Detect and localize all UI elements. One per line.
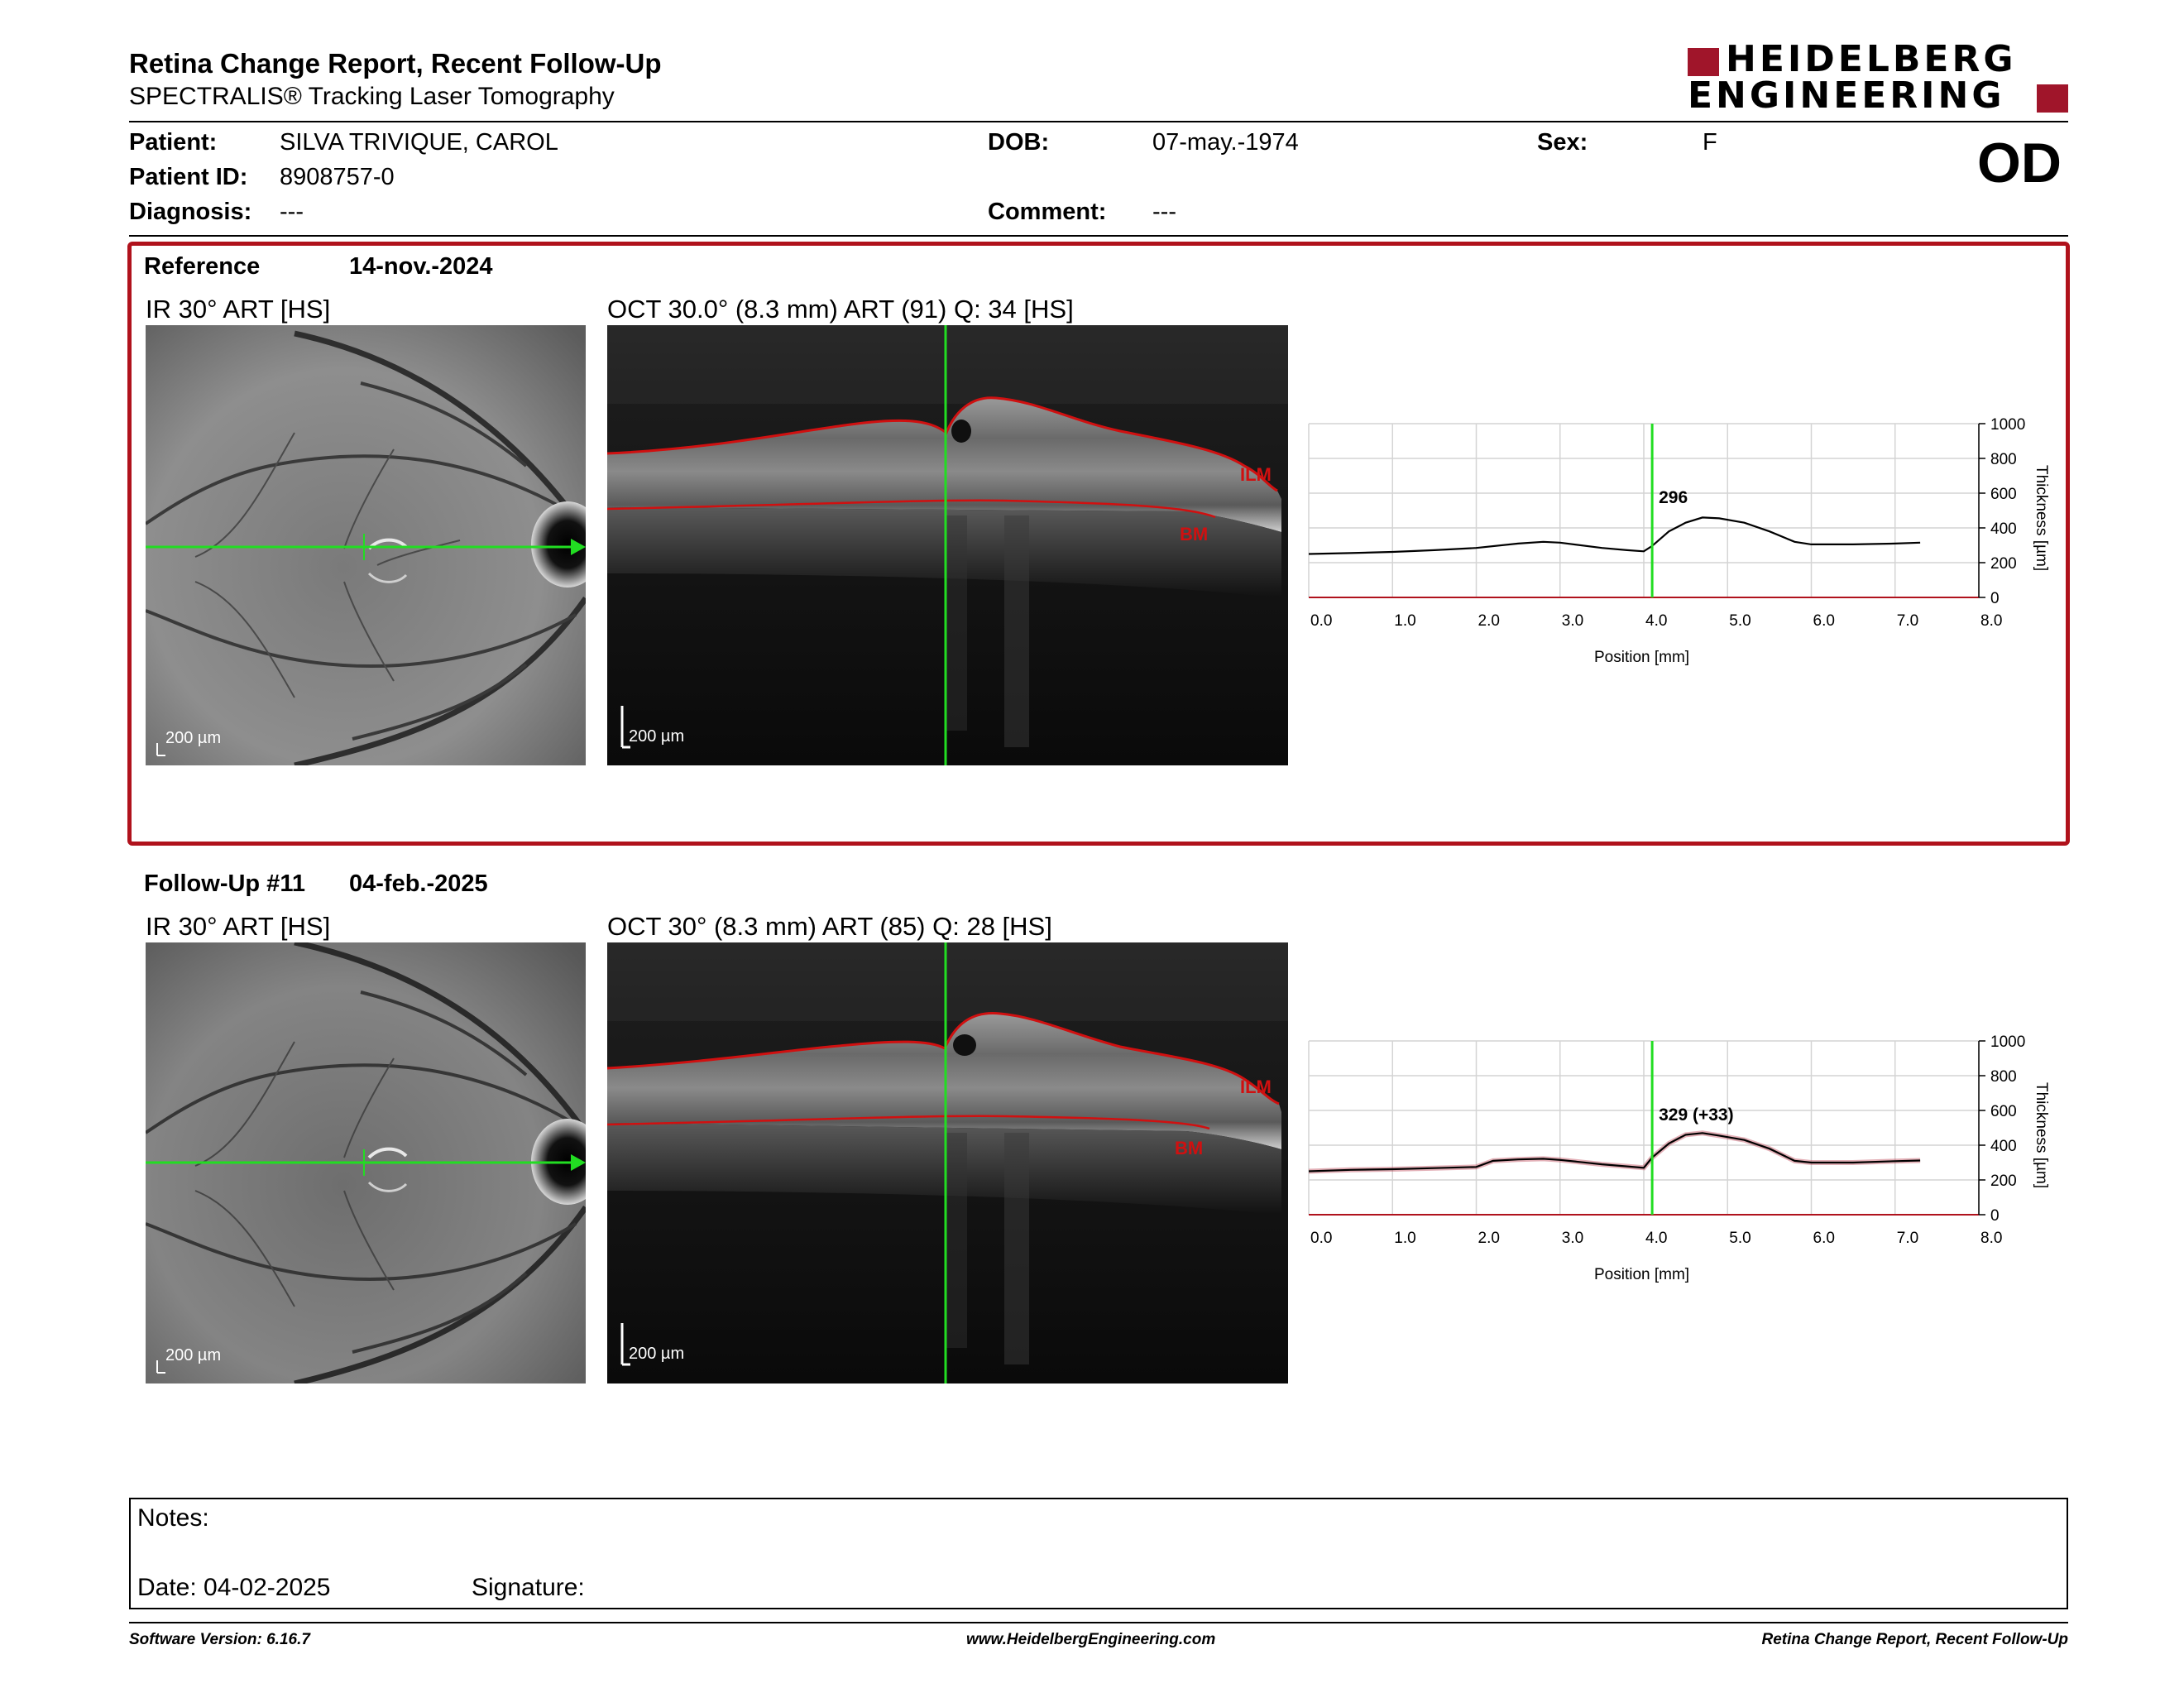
dob-label: DOB: — [988, 129, 1050, 156]
x-axis-label: Position [mm] — [1594, 1266, 1689, 1283]
notes-label: Notes: — [137, 1504, 209, 1532]
x-tick-label: 0.0 — [1310, 612, 1332, 630]
followup-ir-image[interactable]: 200 µm — [146, 942, 586, 1383]
patient-id: 8908757-0 — [280, 164, 395, 190]
y-tick-label: 800 — [1990, 1068, 2017, 1086]
footer-report-name: Retina Change Report, Recent Follow-Up — [1761, 1631, 2068, 1648]
followup-ir-label: IR 30° ART [HS] — [146, 912, 331, 941]
reference-thickness-chart: 0.0 1.0 2.0 3.0 4.0 5.0 6.0 7.0 8.0 0 200 400 600 800… — [1308, 416, 2050, 666]
y-tick-label: 600 — [1990, 1103, 2017, 1120]
report-title: Retina Change Report, Recent Follow-Up — [129, 48, 662, 79]
reference-ir-label: IR 30° ART [HS] — [146, 295, 331, 324]
reference-box — [127, 242, 2070, 846]
logo-line2: ENGINEERING — [1688, 74, 2005, 117]
sex-label: Sex: — [1537, 129, 1588, 156]
y-axis-label: Thickness [µm] — [2033, 1082, 2050, 1188]
thickness-line — [1308, 516, 1921, 555]
reference-oct-label: OCT 30.0° (8.3 mm) ART (91) Q: 34 [HS] — [607, 295, 1074, 324]
footer-divider — [129, 1622, 2068, 1623]
logo-line1: HEIDELBERG — [1726, 38, 2017, 80]
followup-thickness-chart: 0.0 1.0 2.0 3.0 4.0 5.0 6.0 7.0 8.0 0 200 400 600 800… — [1308, 1033, 2050, 1283]
x-tick-label: 4.0 — [1645, 1230, 1667, 1247]
x-tick-label: 1.0 — [1394, 1230, 1415, 1247]
x-tick-label: 1.0 — [1394, 612, 1415, 630]
patient-divider — [129, 235, 2068, 237]
followup-oct-scale: 200 µm — [629, 1345, 685, 1363]
y-tick-label: 0 — [1990, 590, 2000, 607]
report-subtitle: SPECTRALIS® Tracking Laser Tomography — [129, 83, 615, 110]
header-divider — [129, 121, 2068, 122]
reference-date: 14-nov.-2024 — [349, 253, 493, 280]
followup-oct-image[interactable]: ILM BM 200 µm — [607, 942, 1288, 1383]
reference-oct-scale: 200 µm — [629, 727, 685, 746]
x-tick-label: 6.0 — [1813, 612, 1835, 630]
website-link[interactable]: www.HeidelbergEngineering.com — [966, 1631, 1216, 1648]
reference-bm-label: BM — [1180, 524, 1208, 544]
y-tick-label: 0 — [1990, 1207, 2000, 1225]
x-tick-label: 8.0 — [1980, 612, 2002, 630]
comment-value: --- — [1152, 199, 1176, 225]
x-tick-label: 4.0 — [1645, 612, 1667, 630]
x-tick-label: 2.0 — [1478, 1230, 1500, 1247]
patient-label: Patient: — [129, 129, 218, 156]
cursor-value-label: 296 — [1659, 488, 1688, 507]
patient-id-label: Patient ID: — [129, 164, 248, 190]
x-tick-label: 5.0 — [1729, 1230, 1751, 1247]
x-tick-label: 3.0 — [1562, 612, 1583, 630]
followup-label: Follow-Up #11 — [144, 870, 305, 897]
notes-date: Date: 04-02-2025 — [137, 1574, 331, 1601]
diagnosis-label: Diagnosis: — [129, 199, 252, 225]
x-tick-label: 2.0 — [1478, 612, 1500, 630]
reference-ir-scale: 200 µm — [165, 729, 222, 747]
diagnosis-value: --- — [280, 199, 304, 225]
followup-date: 04-feb.-2025 — [349, 870, 488, 897]
x-tick-label: 7.0 — [1897, 612, 1918, 630]
y-axis-label: Thickness [µm] — [2033, 465, 2050, 571]
patient-name: SILVA TRIVIQUE, CAROL — [280, 129, 558, 156]
x-axis-label: Position [mm] — [1594, 649, 1689, 666]
y-tick-label: 1000 — [1990, 416, 2025, 434]
followup-bm-label: BM — [1175, 1138, 1203, 1158]
sex-value: F — [1703, 129, 1717, 156]
reference-label: Reference — [144, 253, 261, 280]
comment-label: Comment: — [988, 199, 1107, 225]
signature-label: Signature: — [472, 1574, 585, 1601]
dob-value: 07-may.-1974 — [1152, 129, 1299, 156]
y-tick-label: 400 — [1990, 520, 2017, 538]
heidelberg-logo: HEIDELBERG ENGINEERING — [1688, 38, 2068, 117]
thickness-line — [1308, 1132, 1921, 1172]
cursor-value-label: 329 (+33) — [1659, 1105, 1733, 1125]
followup-ilm-label: ILM — [1240, 1077, 1272, 1097]
notes-box: Notes: Date: 04-02-2025 Signature: — [129, 1498, 2068, 1609]
followup-oct-label: OCT 30° (8.3 mm) ART (85) Q: 28 [HS] — [607, 912, 1052, 941]
x-tick-label: 5.0 — [1729, 612, 1751, 630]
software-version: Software Version: 6.16.7 — [129, 1631, 310, 1648]
y-tick-label: 400 — [1990, 1138, 2017, 1155]
y-tick-label: 1000 — [1990, 1033, 2025, 1051]
eye-indicator: OD — [1977, 132, 2062, 194]
x-tick-label: 3.0 — [1562, 1230, 1583, 1247]
y-tick-label: 800 — [1990, 451, 2017, 468]
x-tick-label: 7.0 — [1897, 1230, 1918, 1247]
y-tick-label: 200 — [1990, 1172, 2017, 1190]
x-tick-label: 6.0 — [1813, 1230, 1835, 1247]
y-tick-label: 600 — [1990, 486, 2017, 503]
followup-ir-scale: 200 µm — [165, 1346, 222, 1364]
reference-ir-image[interactable]: 200 µm — [146, 325, 586, 765]
x-tick-label: 0.0 — [1310, 1230, 1332, 1247]
x-tick-label: 8.0 — [1980, 1230, 2002, 1247]
reference-oct-image[interactable]: ILM BM 200 µm — [607, 325, 1288, 765]
reference-ilm-label: ILM — [1240, 464, 1272, 485]
y-tick-label: 200 — [1990, 555, 2017, 573]
